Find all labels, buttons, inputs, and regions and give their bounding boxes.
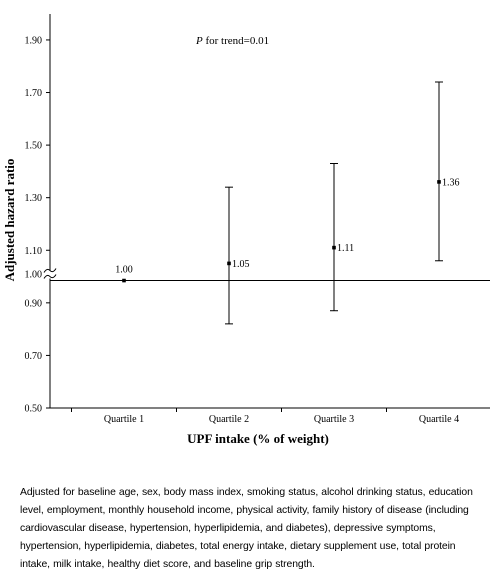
axis-break-mark-bottom	[43, 274, 57, 279]
y-tick-label: 1.70	[25, 88, 43, 99]
y-tick-label: 0.70	[25, 351, 43, 362]
y-tick-label: 1.90	[25, 35, 43, 46]
p-trend-annotation: P for trend=0.01	[195, 35, 269, 47]
reference-line-label: 1.00	[25, 270, 43, 281]
data-point	[122, 278, 126, 283]
data-label: 1.36	[442, 177, 460, 188]
data-label: 1.00	[115, 265, 133, 276]
data-label: 1.05	[232, 259, 250, 270]
x-tick-label: Quartile 1	[104, 414, 144, 425]
y-tick-label: 1.50	[25, 141, 43, 152]
data-point	[227, 261, 231, 266]
hazard-ratio-chart: 0.50 0.70 0.90 1.10 1.30 1.50 1.70 1.90 1.00 Quar…	[2, 14, 490, 446]
x-tick-label: Quartile 4	[419, 414, 459, 425]
x-tick-label: Quartile 3	[314, 414, 354, 425]
p-trend-italic: P	[195, 35, 203, 47]
y-tick-label: 0.50	[25, 404, 43, 415]
y-tick-label: 1.30	[25, 193, 43, 204]
x-axis-title: UPF intake (% of weight)	[187, 431, 329, 446]
y-tick-label: 0.90	[25, 298, 43, 309]
plot-area: 0.50 0.70 0.90 1.10 1.30 1.50 1.70 1.90 1.00 Quar…	[25, 14, 490, 425]
axis-break-mark-top	[43, 268, 57, 273]
data-point	[332, 245, 336, 250]
y-axis-title: Adjusted hazard ratio	[2, 159, 17, 282]
data-point	[437, 180, 441, 184]
y-tick-label: 1.10	[25, 246, 43, 257]
x-tick-label: Quartile 2	[209, 414, 249, 425]
p-trend-text: for trend=0.01	[203, 35, 269, 47]
data-label: 1.11	[337, 243, 354, 254]
footnote: Adjusted for baseline age, sex, body mas…	[20, 487, 473, 570]
